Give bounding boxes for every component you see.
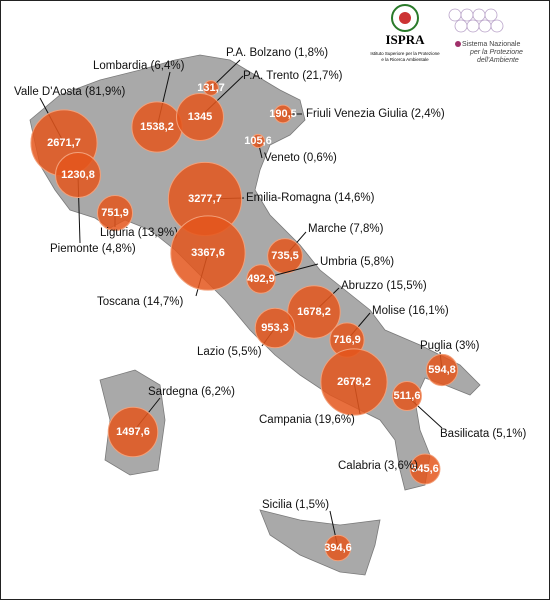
region-label: P.A. Bolzano (1,8%) xyxy=(226,47,328,59)
sicily xyxy=(259,509,381,576)
region-label: Emilia-Romagna (14,6%) xyxy=(246,192,375,204)
region-label: P.A. Trento (21,7%) xyxy=(243,70,343,82)
ispra-logo: ISPRA Istituto Superiore per la Protezio… xyxy=(370,4,440,62)
hex xyxy=(484,8,498,22)
value-label: 735,5 xyxy=(271,250,299,262)
value-label: 751,9 xyxy=(101,207,129,219)
region-label: Lombardia (6,4%) xyxy=(93,60,185,72)
region-label: Marche (7,8%) xyxy=(308,223,384,235)
value-label: 492,9 xyxy=(247,273,275,285)
value-label: 105,6 xyxy=(244,135,272,147)
bubble xyxy=(267,238,303,274)
value-label: 394,6 xyxy=(324,542,352,554)
region-label: Calabria (3,6%) xyxy=(338,460,418,472)
value-label: 1678,2 xyxy=(297,306,331,318)
region-label: Liguria (13,9%) xyxy=(100,227,178,239)
region-label: Valle D'Aosta (81,9%) xyxy=(14,86,125,98)
value-label: 190,5 xyxy=(269,108,297,120)
agency: ISPRA xyxy=(385,32,425,47)
agency-subtitle: e la Ricerca Ambientale xyxy=(381,57,429,62)
bubble xyxy=(287,285,341,339)
bubble xyxy=(203,80,219,96)
dot xyxy=(455,41,461,47)
value-label: 2678,2 xyxy=(337,376,371,388)
region-label: Molise (16,1%) xyxy=(372,305,449,317)
bubble xyxy=(170,215,246,291)
bubble xyxy=(425,353,459,387)
region-label: Puglia (3%) xyxy=(420,340,480,352)
value-label: 594,8 xyxy=(428,364,456,376)
region-label: Veneto (0,6%) xyxy=(264,152,337,164)
region-label: Sardegna (6,2%) xyxy=(148,386,235,398)
bubble xyxy=(409,453,441,485)
hex xyxy=(490,19,504,33)
value-label: 1230,8 xyxy=(61,169,95,181)
bubble xyxy=(107,406,159,458)
value-label: 953,3 xyxy=(261,322,289,334)
bubble xyxy=(320,348,388,416)
bubble xyxy=(324,534,352,562)
region-label: Piemonte (4,8%) xyxy=(50,243,136,255)
bubble xyxy=(55,152,101,198)
value-label: 716,9 xyxy=(333,334,361,346)
value-label: 545,6 xyxy=(411,463,439,475)
network-name: per la Protezione xyxy=(469,49,523,56)
value-label: 2671,7 xyxy=(47,137,81,149)
emblem xyxy=(391,4,419,32)
region-label: Sicilia (1,5%) xyxy=(262,499,329,511)
bubble xyxy=(250,133,266,149)
value-label: 1345 xyxy=(188,111,212,123)
bubble xyxy=(96,194,134,232)
bubble xyxy=(254,307,296,349)
network-logo: Sistema Nazionale per la Protezione dell… xyxy=(448,8,523,64)
value-label: 511,6 xyxy=(394,390,421,402)
region-label: Friuli Venezia Giulia (2,4%) xyxy=(306,108,445,120)
region-label: Campania (19,6%) xyxy=(259,414,355,426)
value-label: 1538,2 xyxy=(140,121,174,133)
region-label: Lazio (5,5%) xyxy=(197,346,262,358)
bubble xyxy=(273,104,293,124)
region-label: Basilicata (5,1%) xyxy=(440,428,526,440)
bubble xyxy=(176,93,224,141)
emblem-star xyxy=(399,12,411,24)
region-label: Abruzzo (15,5%) xyxy=(341,280,427,292)
agency-subtitle: Istituto Superiore per la Protezione xyxy=(370,51,440,56)
bubble xyxy=(392,381,422,411)
network-name: Sistema Nazionale xyxy=(462,41,520,48)
network-name: dell'Ambiente xyxy=(477,57,519,64)
bubble xyxy=(246,264,276,294)
region-label: Toscana (14,7%) xyxy=(97,296,183,308)
value-label: 131,7 xyxy=(197,82,225,94)
value-label: 3277,7 xyxy=(188,193,222,205)
value-label: 1497,6 xyxy=(116,426,150,438)
region-label: Umbria (5,8%) xyxy=(320,256,394,268)
bubbles: 2671,7 Valle D'Aosta (81,9%) 1230,8 Piemont… xyxy=(14,47,526,562)
value-label: 3367,6 xyxy=(191,247,225,259)
